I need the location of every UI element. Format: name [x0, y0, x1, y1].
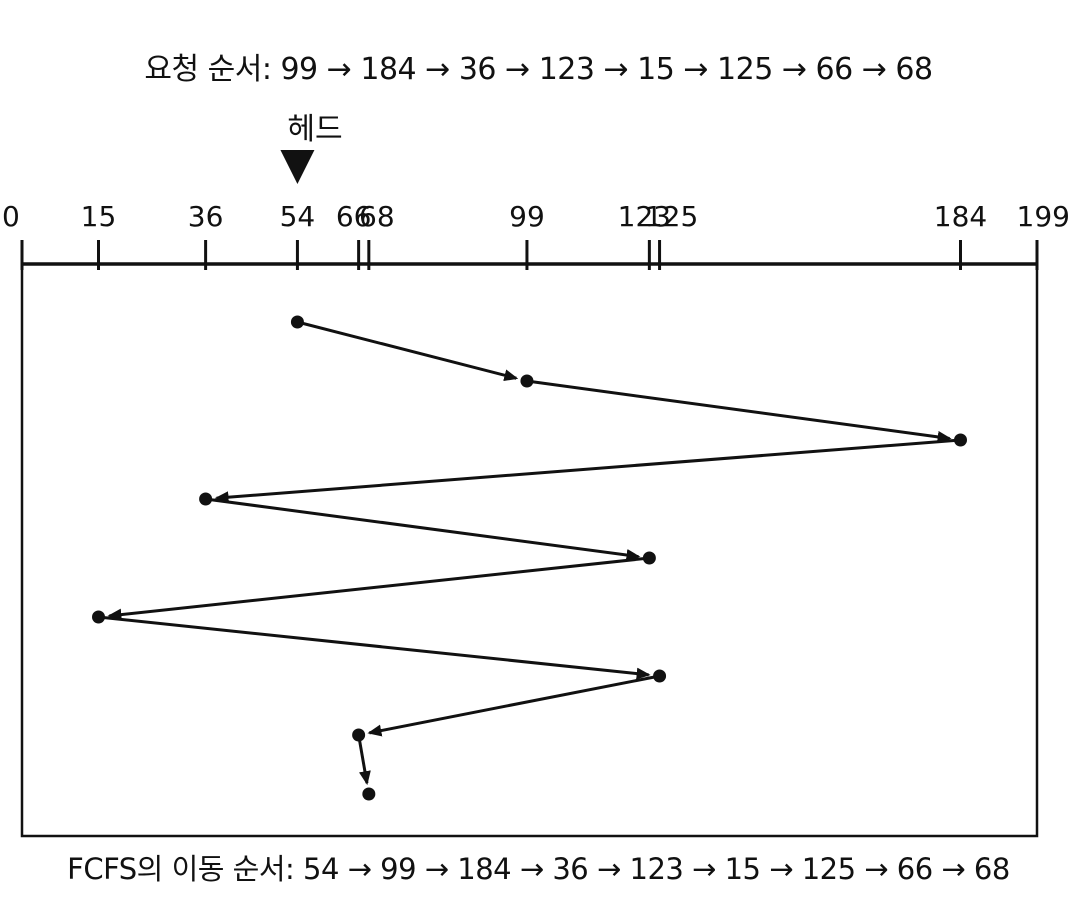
move-arrow-66-to-68	[357, 734, 371, 786]
axis-tick-label-184: 184	[934, 200, 987, 233]
request-point-123	[642, 551, 656, 565]
axis-tick-label-15: 15	[81, 200, 117, 233]
axis-tick-label-123: 123	[618, 200, 671, 233]
request-point-54	[290, 315, 304, 329]
move-arrow-54-to-99	[297, 320, 519, 382]
axis-tick-label-66: 66	[336, 200, 372, 233]
request-point-184	[953, 433, 967, 447]
move-arrow-99-to-184	[526, 379, 952, 443]
head-marker-icon	[280, 150, 315, 184]
request-point-66	[352, 728, 366, 742]
axis-tick-label-125: 125	[645, 200, 698, 233]
diagram-frame	[20, 262, 1039, 838]
request-point-15	[92, 610, 106, 624]
axis-tick-label-54: 54	[280, 200, 316, 233]
move-arrow-123-to-15	[107, 556, 650, 621]
axis-tick-label-0: 0	[2, 200, 20, 233]
request-point-36	[199, 492, 213, 506]
axis-tick-label-199: 199	[1017, 200, 1070, 233]
move-arrow-184-to-36	[214, 438, 961, 504]
head-label: 헤드	[287, 112, 343, 147]
request-point-99	[520, 374, 534, 388]
request-order-text: 요청 순서: 99 → 184 → 36 → 123 → 15 → 125 → …	[144, 52, 933, 87]
move-arrow-15-to-125	[98, 615, 651, 680]
axis-tick-label-68: 68	[359, 200, 395, 233]
movement-order-text: FCFS의 이동 순서: 54 → 99 → 184 → 36 → 123 → …	[67, 852, 1010, 886]
move-arrow-125-to-66	[367, 674, 660, 737]
request-point-125	[653, 669, 667, 683]
axis-tick-label-36: 36	[188, 200, 224, 233]
request-point-68	[362, 787, 376, 801]
move-arrow-36-to-123	[205, 497, 641, 561]
axis-tick-label-99: 99	[509, 200, 545, 233]
